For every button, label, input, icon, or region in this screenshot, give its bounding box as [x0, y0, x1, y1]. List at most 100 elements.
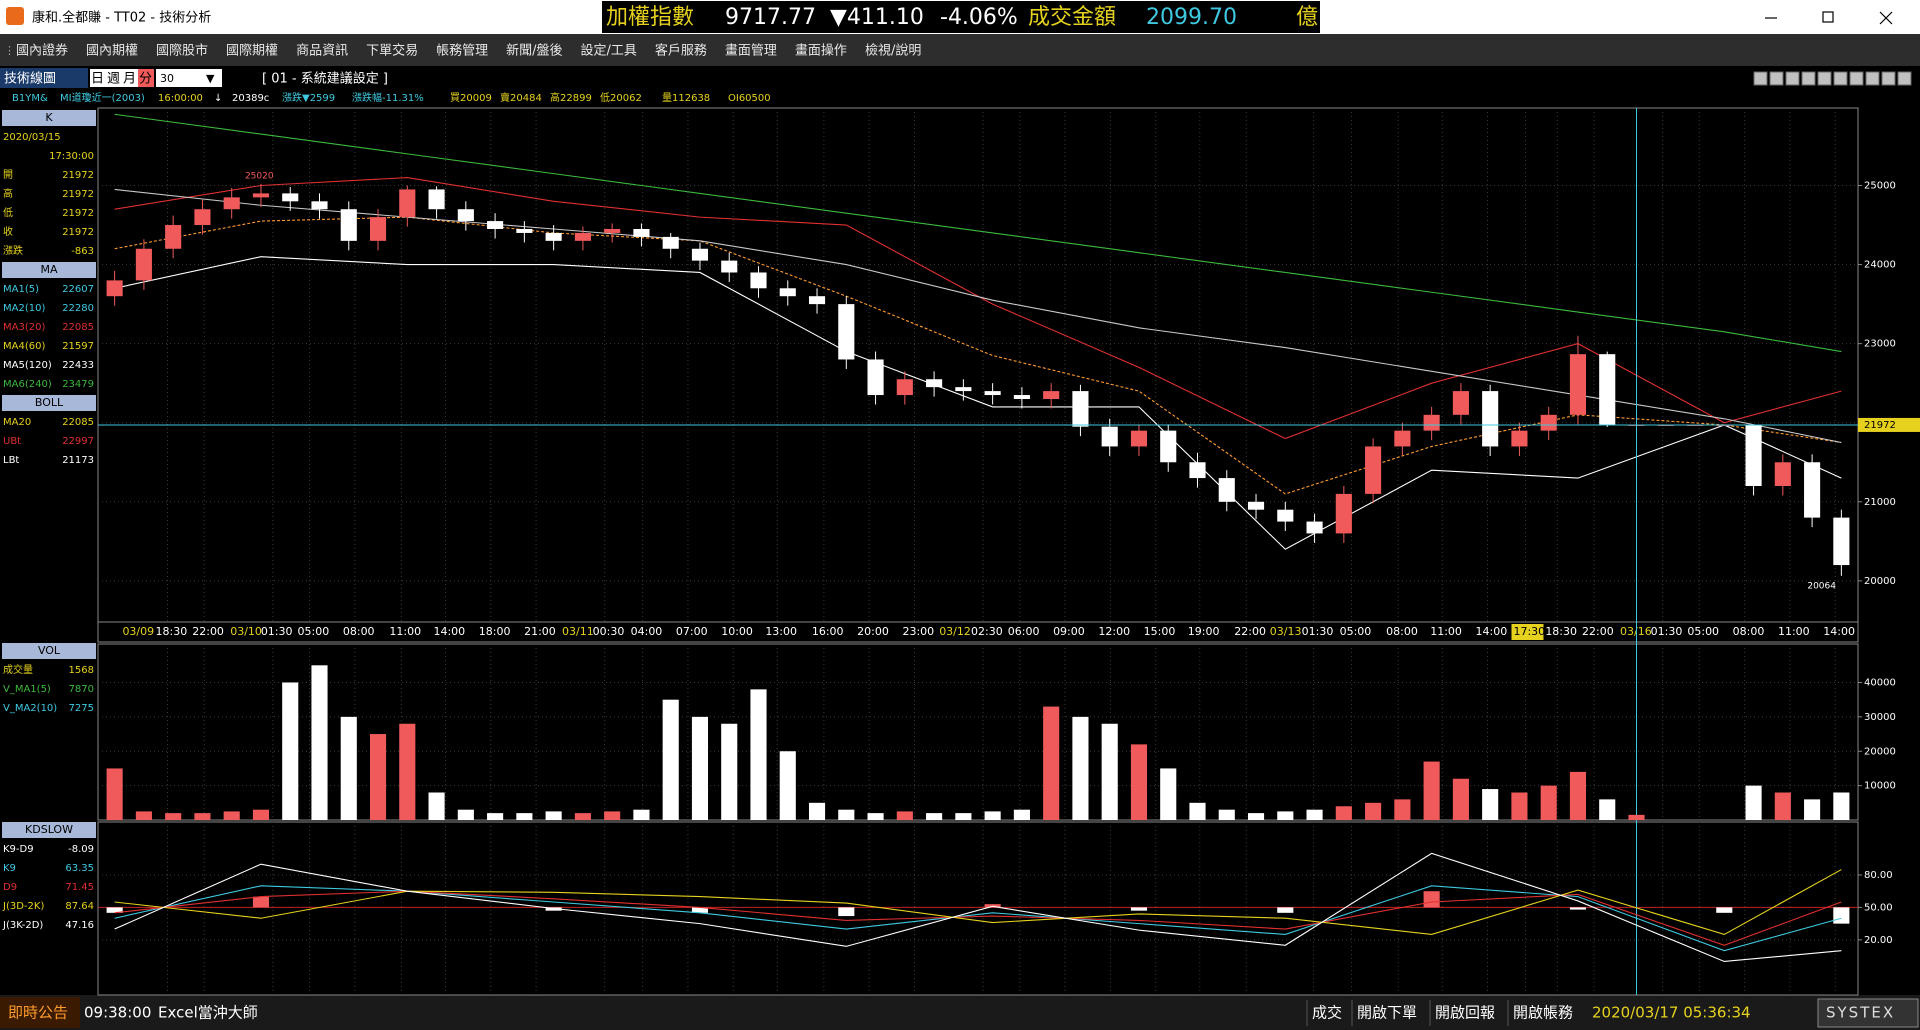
- period-button[interactable]: [90, 69, 106, 87]
- candle-body: [604, 228, 621, 233]
- tool-icon[interactable]: [1865, 71, 1880, 86]
- interval-select[interactable]: [156, 69, 222, 87]
- side-value: -863: [71, 246, 94, 257]
- y-tick-label: 40000: [1864, 678, 1896, 689]
- side-value: 22607: [62, 284, 94, 295]
- menu-item[interactable]: 畫面操作: [795, 43, 847, 59]
- candle-body: [282, 193, 299, 202]
- kd-bar: [1833, 907, 1850, 924]
- candle-body: [1043, 391, 1060, 400]
- window-controls[interactable]: [1765, 11, 1893, 25]
- menu-item[interactable]: 帳務管理: [436, 44, 488, 59]
- info-field: 量112638: [662, 92, 710, 104]
- status-button[interactable]: 開啟回報: [1435, 1004, 1495, 1022]
- volume-bar: [194, 813, 211, 820]
- volume-bar: [1072, 716, 1089, 820]
- volume-bar: [1218, 809, 1235, 820]
- time-label: 20:00: [857, 625, 889, 638]
- menu-item[interactable]: 商品資訊: [296, 44, 348, 59]
- side-label: K9-D9: [3, 844, 34, 855]
- time-label: 03/16: [1620, 625, 1652, 638]
- menu-item[interactable]: 客戶服務: [655, 43, 707, 59]
- side-value: 21597: [62, 341, 94, 352]
- volume-bar: [633, 809, 650, 820]
- info-field: 漲跌幅-11.31%: [352, 91, 424, 104]
- candle-body: [721, 260, 738, 273]
- time-label: 06:00: [1008, 625, 1040, 638]
- volume-bar: [165, 813, 182, 820]
- time-label: 17:30: [1513, 625, 1545, 638]
- status-button[interactable]: 開啟帳務: [1513, 1004, 1573, 1022]
- menu-item[interactable]: 檢視/說明: [865, 43, 921, 59]
- menu-item[interactable]: 設定/工具: [581, 43, 637, 59]
- overlay-line: [114, 113, 1842, 353]
- tool-icon[interactable]: [1801, 71, 1816, 86]
- side-value: 7275: [69, 703, 94, 714]
- tool-icon[interactable]: [1753, 71, 1768, 86]
- time-label: 11:00: [1778, 625, 1810, 638]
- menu-item[interactable]: 國際期權: [226, 44, 278, 59]
- volume-bar: [340, 716, 357, 820]
- period-label[interactable]: 分: [139, 72, 152, 87]
- overlay-line: [114, 256, 1842, 550]
- side-value: 21972: [62, 208, 94, 219]
- candle-body: [223, 197, 240, 210]
- side-header: [2, 822, 96, 838]
- volume-bar: [399, 723, 416, 820]
- tool-icon[interactable]: [1897, 71, 1912, 86]
- candle-body: [135, 248, 152, 281]
- period-button[interactable]: [138, 69, 154, 87]
- volume-bar: [1130, 744, 1148, 820]
- period-label[interactable]: 月: [123, 72, 136, 87]
- period-label[interactable]: 日: [91, 72, 104, 87]
- candle-body: [633, 228, 650, 237]
- candle-body: [808, 296, 826, 305]
- side-value: 21972: [62, 189, 94, 200]
- volume-bar: [1306, 809, 1323, 820]
- menu-item[interactable]: 國內期權: [86, 44, 138, 59]
- menu-item[interactable]: 畫面管理: [725, 44, 777, 59]
- side-label: J(3D-2K): [2, 901, 44, 912]
- kd-bar: [691, 907, 709, 913]
- time-label: 01:30: [1302, 625, 1334, 638]
- menu-item[interactable]: 國內證券: [16, 43, 68, 59]
- volume-bar: [1101, 723, 1118, 820]
- tool-icon[interactable]: [1881, 71, 1896, 86]
- side-value: 22280: [62, 303, 94, 314]
- volume-bar: [808, 802, 826, 820]
- period-label[interactable]: 週: [107, 72, 120, 87]
- candle-body: [1599, 354, 1616, 425]
- volume-bar: [1540, 785, 1557, 820]
- status-button[interactable]: 開啟下單: [1357, 1004, 1417, 1022]
- side-value: 22085: [62, 417, 94, 428]
- turnover-unit: 億: [1296, 5, 1318, 30]
- kd-bar: [1716, 907, 1733, 913]
- menu-item[interactable]: 下單交易: [366, 43, 418, 59]
- candle-body: [1013, 395, 1030, 400]
- tool-icon[interactable]: [1785, 71, 1800, 86]
- time-label: 16:00: [812, 625, 844, 638]
- tool-icon[interactable]: [1769, 71, 1784, 86]
- side-header: [2, 643, 96, 659]
- volume-bar: [428, 792, 445, 820]
- candle-body: [896, 379, 913, 396]
- volume-bar: [662, 699, 679, 820]
- candle-body: [428, 189, 445, 210]
- status-button[interactable]: 成交: [1312, 1004, 1342, 1022]
- tool-icon[interactable]: [1833, 71, 1848, 86]
- candle-body: [1160, 430, 1177, 463]
- side-label: J(3K-2D): [2, 920, 43, 931]
- tool-icon[interactable]: [1849, 71, 1864, 86]
- tool-icon[interactable]: [1817, 71, 1832, 86]
- menu-item[interactable]: 國際股市: [156, 43, 208, 59]
- period-button[interactable]: [106, 69, 122, 87]
- time-label: 14:00: [1823, 625, 1855, 638]
- menu-item[interactable]: 新聞/盤後: [506, 43, 562, 59]
- volume-bar: [1482, 789, 1499, 820]
- volume-bar: [750, 689, 767, 820]
- period-button[interactable]: [122, 69, 138, 87]
- candle-body: [1072, 391, 1089, 427]
- time-label: 03/13: [1270, 625, 1302, 638]
- interval[interactable]: 30: [160, 72, 174, 85]
- candle-body: [1130, 430, 1148, 447]
